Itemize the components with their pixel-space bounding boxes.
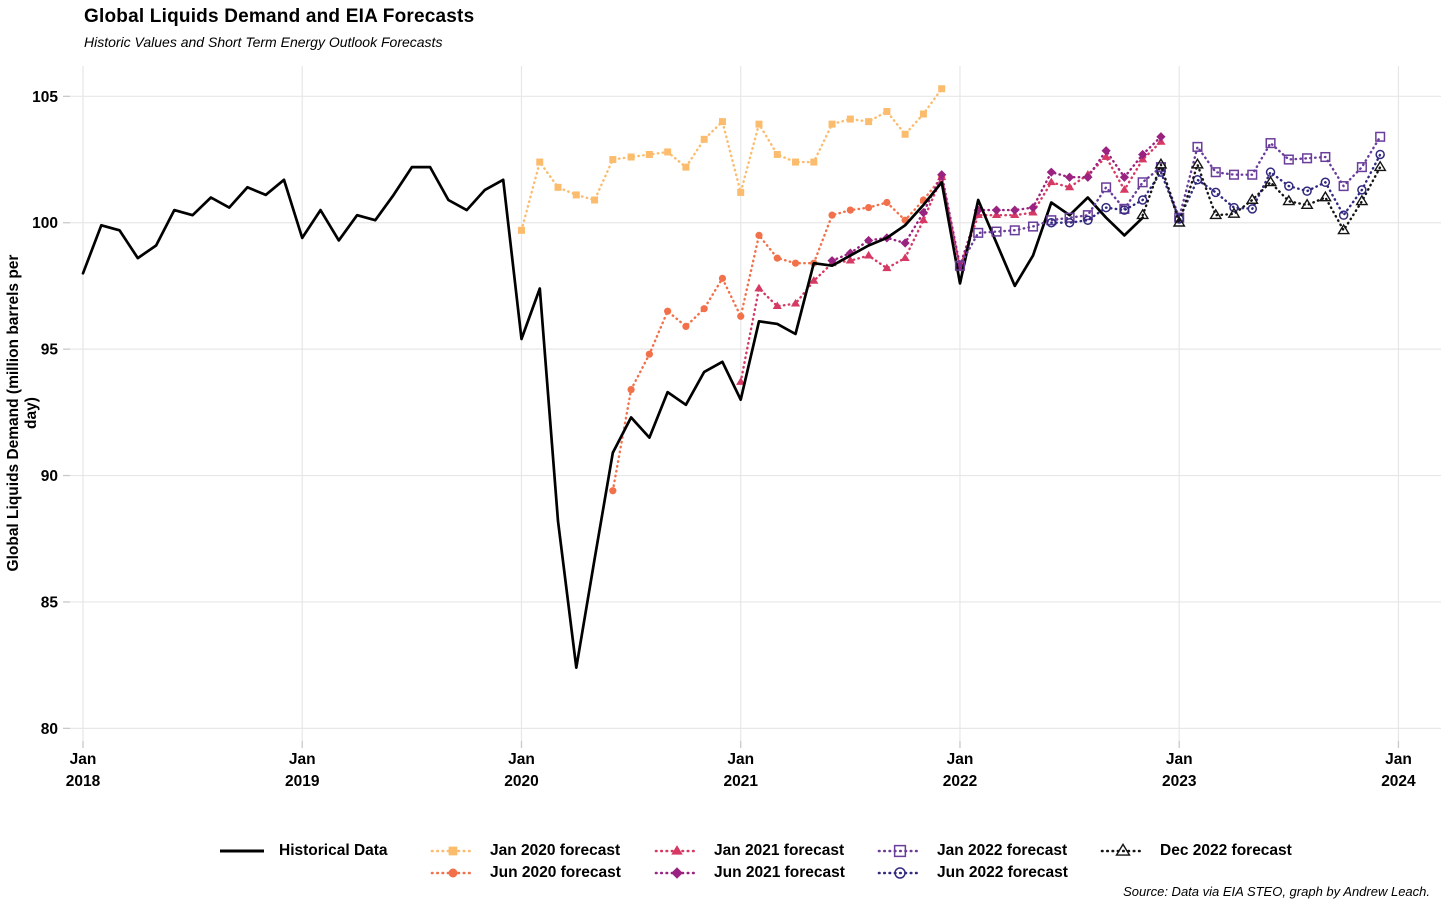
jun2022-open-circle-icon xyxy=(877,867,923,879)
source-caption: Source: Data via EIA STEO, graph by Andr… xyxy=(1123,884,1430,899)
legend-item-jan2022: Jan 2022 forecast xyxy=(876,840,1067,862)
svg-text:Jan: Jan xyxy=(508,751,535,768)
jan2020-square-icon xyxy=(430,846,476,856)
svg-text:Jan: Jan xyxy=(947,751,974,768)
legend-item-historical: Historical Data xyxy=(218,840,388,862)
legend-item-jan2020: Jan 2020 forecast xyxy=(429,840,620,862)
jun2020-circle-icon xyxy=(430,868,476,878)
svg-text:2018: 2018 xyxy=(66,773,101,790)
legend-label: Jun 2021 forecast xyxy=(714,864,845,881)
legend-label: Dec 2022 forecast xyxy=(1160,842,1292,859)
legend-item-jun2022: Jun 2022 forecast xyxy=(876,862,1068,884)
jun2021-diamond-icon xyxy=(654,867,700,879)
chart-subtitle: Historic Values and Short Term Energy Ou… xyxy=(84,34,443,50)
svg-text:2022: 2022 xyxy=(943,773,977,790)
svg-text:80: 80 xyxy=(41,721,58,738)
chart-title: Global Liquids Demand and EIA Forecasts xyxy=(84,6,475,27)
legend-label: Jan 2021 forecast xyxy=(714,842,845,859)
legend-label: Jun 2020 forecast xyxy=(490,864,621,881)
svg-text:100: 100 xyxy=(32,215,58,232)
legend-item-jun2020: Jun 2020 forecast xyxy=(429,862,621,884)
legend-label: Jun 2022 forecast xyxy=(937,864,1068,881)
legend-item-jun2021: Jun 2021 forecast xyxy=(653,862,845,884)
legend-label: Jan 2022 forecast xyxy=(937,842,1068,859)
svg-text:Jan: Jan xyxy=(1166,751,1193,768)
svg-text:2024: 2024 xyxy=(1381,773,1416,790)
plot-area: 80 85 90 95 100 105 Jan 2018 Jan 2019 Jan 2020 Jan 20… xyxy=(32,66,1441,790)
svg-text:Jan: Jan xyxy=(70,751,97,768)
legend-item-jan2021: Jan 2021 forecast xyxy=(653,840,844,862)
legend-label: Jan 2020 forecast xyxy=(490,842,621,859)
dec2022-open-triangle-icon xyxy=(1100,842,1146,856)
legend-item-dec2022: Dec 2022 forecast xyxy=(1099,840,1292,862)
jan2021-triangle-icon xyxy=(654,845,700,855)
svg-text:2021: 2021 xyxy=(723,773,758,790)
svg-text:105: 105 xyxy=(32,89,58,106)
svg-text:2020: 2020 xyxy=(504,773,538,790)
jan2022-open-square-icon xyxy=(877,844,923,858)
svg-text:95: 95 xyxy=(41,342,59,359)
svg-text:2019: 2019 xyxy=(285,773,320,790)
svg-text:2023: 2023 xyxy=(1162,773,1197,790)
svg-text:90: 90 xyxy=(41,468,58,485)
svg-text:Jan: Jan xyxy=(727,751,754,768)
svg-text:Jan: Jan xyxy=(1385,751,1412,768)
svg-text:85: 85 xyxy=(41,594,59,611)
svg-text:Jan: Jan xyxy=(289,751,316,768)
historical-line-icon xyxy=(220,849,264,853)
legend-label: Historical Data xyxy=(279,842,388,859)
